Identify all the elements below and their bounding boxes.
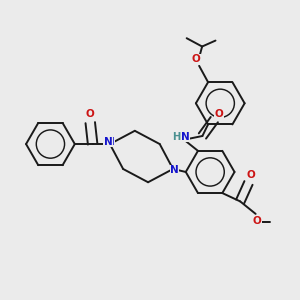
Text: O: O	[214, 109, 223, 119]
Text: O: O	[247, 170, 255, 180]
Text: O: O	[86, 109, 94, 119]
Text: O: O	[253, 216, 262, 226]
Text: H: H	[172, 132, 181, 142]
Text: N: N	[106, 137, 115, 147]
Text: N: N	[104, 137, 113, 147]
Text: O: O	[192, 54, 201, 64]
Text: N: N	[170, 166, 179, 176]
Text: N: N	[181, 132, 190, 142]
